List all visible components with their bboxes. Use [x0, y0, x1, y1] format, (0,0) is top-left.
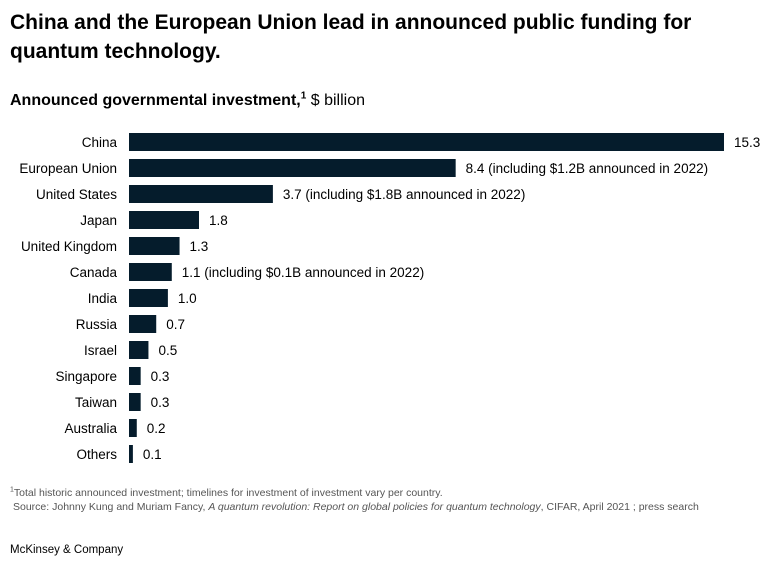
- bar-japan: [129, 211, 199, 229]
- category-label-taiwan: Taiwan: [75, 395, 117, 410]
- category-label-india: India: [88, 291, 118, 306]
- category-label-others: Others: [76, 447, 117, 462]
- bar-united-states: [129, 185, 273, 203]
- value-label-singapore: 0.3: [151, 369, 170, 384]
- category-label-singapore: Singapore: [55, 369, 117, 384]
- category-label-australia: Australia: [64, 421, 117, 436]
- value-label-united-states: 3.7 (including $1.8B announced in 2022): [283, 187, 525, 202]
- category-label-israel: Israel: [84, 343, 117, 358]
- bar-others: [129, 445, 133, 463]
- brand-logo-text: McKinsey & Company: [10, 544, 124, 556]
- bar-australia: [129, 419, 137, 437]
- value-label-others: 0.1: [143, 447, 162, 462]
- value-label-israel: 0.5: [158, 343, 177, 358]
- footnote-source: Source: Johnny Kung and Muriam Fancy, A …: [10, 501, 699, 515]
- category-label-russia: Russia: [76, 317, 118, 332]
- value-label-european-union: 8.4 (including $1.2B announced in 2022): [466, 161, 708, 176]
- value-label-australia: 0.2: [147, 421, 166, 436]
- chart-subtitle: Announced governmental investment,1 $ bi…: [10, 90, 365, 112]
- value-label-japan: 1.8: [209, 213, 228, 228]
- source-title: A quantum revolution: Report on global p…: [208, 500, 541, 513]
- value-label-taiwan: 0.3: [151, 395, 170, 410]
- chart-title: Announced governmental investment,: [10, 92, 301, 109]
- footnote-note-marker: 1: [10, 486, 14, 494]
- category-label-european-union: European Union: [19, 161, 117, 176]
- value-label-united-kingdom: 1.3: [190, 239, 209, 254]
- footnote-note: 1Total historic announced investment; ti…: [10, 487, 699, 501]
- page-title: China and the European Union lead in ann…: [10, 11, 692, 63]
- bar-united-kingdom: [129, 237, 180, 255]
- bar-taiwan: [129, 393, 141, 411]
- category-label-canada: Canada: [70, 265, 118, 280]
- source-suffix: , CIFAR, April 2021 ; press search: [540, 500, 699, 513]
- value-label-china: 15.3: [734, 135, 760, 150]
- bar-chart: China 15.3 European Union 8.4 (including $1…: [19, 133, 760, 463]
- value-label-canada: 1.1 (including $0.1B announced in 2022): [182, 265, 424, 280]
- chart-unit: $ billion: [310, 92, 365, 109]
- bar-singapore: [129, 367, 141, 385]
- category-label-china: China: [82, 135, 118, 150]
- bar-canada: [129, 263, 172, 281]
- footnote-marker: 1: [300, 90, 307, 102]
- category-label-japan: Japan: [80, 213, 117, 228]
- source-prefix: Source: Johnny Kung and Muriam Fancy,: [13, 500, 209, 513]
- footnote-note-text: Total historic announced investment; tim…: [13, 487, 443, 499]
- value-label-russia: 0.7: [166, 317, 185, 332]
- bar-israel: [129, 341, 149, 359]
- value-label-india: 1.0: [178, 291, 197, 306]
- category-label-united-kingdom: United Kingdom: [21, 239, 117, 254]
- bar-european-union: [129, 159, 456, 177]
- bar-india: [129, 289, 168, 307]
- bar-russia: [129, 315, 157, 333]
- bar-china: [129, 133, 724, 151]
- category-label-united-states: United States: [36, 187, 117, 202]
- footnote: 1Total historic announced investment; ti…: [10, 487, 699, 514]
